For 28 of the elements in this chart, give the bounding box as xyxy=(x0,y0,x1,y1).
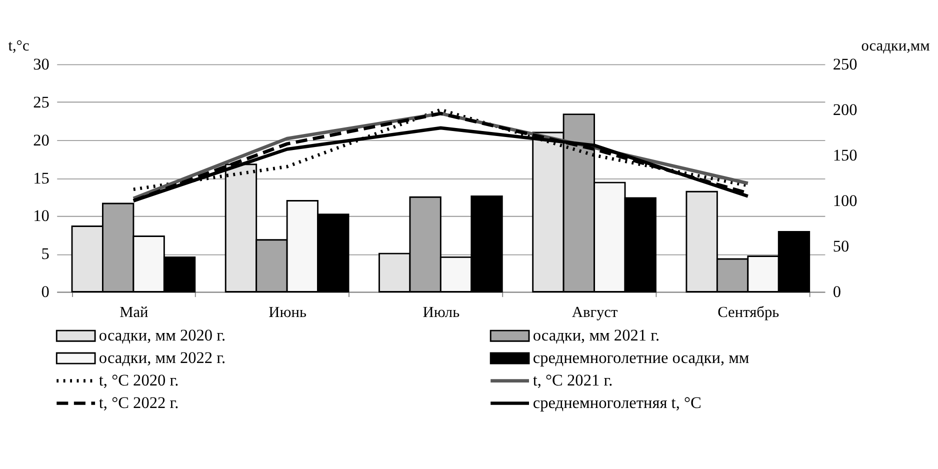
legend-label: среднемноголетние осадки, мм xyxy=(532,348,750,368)
y2-tick-label: 150 xyxy=(832,146,858,165)
legend-label: осадки, мм 2022 г. xyxy=(98,348,226,368)
y-tick-label: 30 xyxy=(33,54,50,74)
y2-axis-title: осадки,мм xyxy=(861,37,930,54)
y-tick-label: 5 xyxy=(41,244,50,264)
y2-tick-label: 50 xyxy=(832,236,850,256)
legend-label: t, °С 2022 г. xyxy=(98,393,179,412)
x-tick-label: Сентябрь xyxy=(718,304,780,322)
legend-label: t, °С 2021 г. xyxy=(532,370,613,390)
y-tick-label: 20 xyxy=(33,130,50,150)
x-tick-label: Июль xyxy=(422,304,460,322)
legend-label: осадки, мм 2021 г. xyxy=(532,326,660,345)
x-tick-label: Май xyxy=(120,304,148,322)
legend-label: среднемноголетняя t, °С xyxy=(532,393,702,412)
y-axis-title: t,°с xyxy=(8,37,30,54)
legend-label: осадки, мм 2020 г. xyxy=(98,326,226,345)
legend-label: t, °С 2020 г. xyxy=(98,370,179,390)
y2-tick-label: 100 xyxy=(832,191,858,210)
y2-tick-label: 0 xyxy=(832,282,842,302)
y2-tick-label: 250 xyxy=(832,54,858,74)
y-tick-label: 25 xyxy=(33,92,50,112)
x-tick-label: Июнь xyxy=(268,304,306,322)
y-tick-label: 15 xyxy=(33,168,50,188)
y-tick-label: 10 xyxy=(33,206,50,226)
x-tick-label: Август xyxy=(572,304,618,322)
y2-tick-label: 200 xyxy=(832,100,858,120)
y-tick-label: 0 xyxy=(41,282,50,302)
